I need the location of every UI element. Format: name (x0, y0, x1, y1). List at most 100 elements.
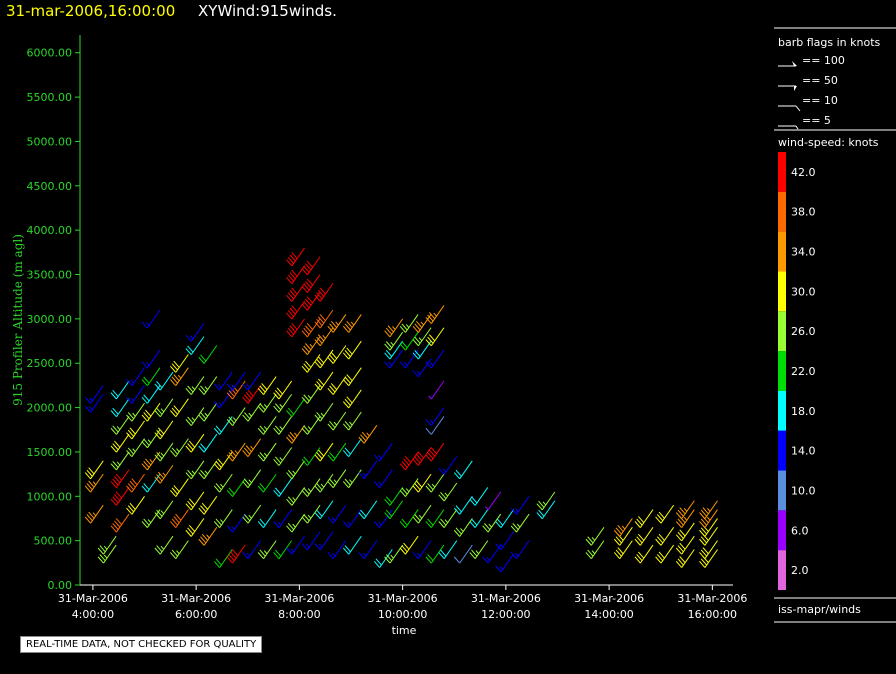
wind-barb (314, 500, 334, 520)
wind-barb (399, 451, 419, 471)
wind-barb (141, 402, 161, 422)
wind-barb (438, 456, 458, 475)
wind-barb (198, 402, 218, 422)
wind-barb (141, 509, 161, 528)
wind-barb (425, 473, 445, 493)
x-tick-date: 31-Mar-2006 (574, 592, 644, 605)
wind-barb (226, 544, 246, 564)
wind-barb (510, 496, 530, 515)
speed-swatch (778, 191, 786, 232)
wind-barb (412, 358, 432, 378)
wind-barb (185, 433, 205, 453)
barb-legend-label: == 5 (802, 114, 831, 127)
wind-barb (141, 349, 161, 369)
wind-barb (399, 314, 419, 333)
wind-barb (301, 256, 321, 276)
wind-barb (342, 438, 362, 457)
wind-barb (613, 540, 633, 559)
wind-barb (110, 433, 130, 453)
wind-barb (510, 540, 530, 559)
wind-barb (469, 487, 489, 506)
y-tick-label: 500.00 (34, 535, 73, 548)
wind-barb (634, 544, 654, 564)
speed-label: 6.0 (791, 524, 809, 537)
wind-barb (301, 291, 321, 311)
wind-barb (301, 318, 321, 338)
wind-barb (482, 513, 502, 533)
wind-barb (185, 336, 205, 355)
wind-barb (675, 549, 695, 568)
wind-barb (314, 327, 334, 347)
wind-barb (154, 420, 174, 440)
wind-barb (170, 398, 189, 418)
speed-label: 22.0 (791, 365, 816, 378)
wind-barb (384, 500, 404, 520)
wind-barb (412, 504, 432, 524)
speed-color-legend: 42.0 38.0 34.0 30.0 26.0 22.0 18.0 14.0 10.0 6.0 2… (778, 152, 816, 590)
wind-barb (675, 522, 695, 542)
wind-barb (198, 527, 218, 546)
x-tick-date: 31-Mar-2006 (368, 592, 438, 605)
wind-barb (97, 535, 117, 555)
wind-barb (495, 531, 515, 551)
legend-barb-title: barb flags in knots (778, 36, 881, 49)
wind-barb (213, 389, 233, 409)
wind-barb (453, 460, 473, 480)
y-tick-label: 0.00 (48, 579, 73, 592)
wind-barb (314, 473, 334, 493)
wind-barb (110, 416, 130, 435)
wind-barb (495, 509, 515, 528)
wind-barb (384, 331, 404, 351)
wind-barb (634, 527, 654, 546)
wind-barb (198, 496, 218, 515)
wind-barb (301, 447, 321, 466)
wind-barb (425, 544, 445, 564)
wind-barb (469, 540, 489, 559)
y-tick-label: 3000.00 (27, 313, 73, 326)
wind-barb (314, 442, 334, 462)
wind-barb (301, 274, 321, 293)
speed-swatch (778, 351, 786, 391)
wind-barb (242, 371, 262, 391)
wind-barb (226, 380, 246, 400)
wind-barb (198, 433, 218, 453)
x-axis-label: time (392, 624, 417, 637)
wind-barb (110, 398, 130, 418)
wind-barb (412, 314, 432, 333)
wind-barb (273, 393, 293, 413)
wind-barb (286, 535, 305, 555)
wind-barb (126, 402, 145, 422)
wind-barb (154, 442, 174, 462)
wind-barb (273, 478, 293, 497)
speed-label: 26.0 (791, 325, 816, 338)
wind-barb (425, 305, 445, 324)
wind-barb (342, 367, 362, 387)
speed-label: 34.0 (791, 246, 816, 259)
wind-barb (110, 451, 130, 471)
wind-barb (482, 544, 502, 564)
wind-barb (314, 283, 334, 302)
wind-barb (141, 473, 161, 493)
x-tick-time: 12:00:00 (481, 608, 530, 621)
wind-barb (314, 371, 334, 391)
wind-barb (412, 327, 432, 347)
wind-barb (399, 478, 419, 497)
wind-barb (273, 509, 293, 528)
header-title: XYWind:915winds. (198, 2, 337, 20)
wind-barb (699, 518, 718, 537)
speed-swatch (778, 430, 786, 471)
x-axis-ticks: 31-Mar-2006 4:00:00 31-Mar-2006 6:00:00 31-M… (58, 585, 747, 621)
wind-barb (242, 385, 262, 404)
wind-barb (495, 553, 515, 573)
wind-barb (399, 535, 419, 555)
wind-barb (257, 416, 277, 435)
wind-barb (273, 447, 293, 466)
wind-barb (327, 469, 347, 489)
wind-barb (213, 371, 233, 391)
wind-barb (453, 518, 473, 537)
wind-barb (301, 504, 321, 524)
wind-barb (655, 504, 675, 524)
wind-barb (84, 385, 104, 404)
wind-barb (314, 531, 334, 551)
wind-barb (126, 496, 145, 515)
